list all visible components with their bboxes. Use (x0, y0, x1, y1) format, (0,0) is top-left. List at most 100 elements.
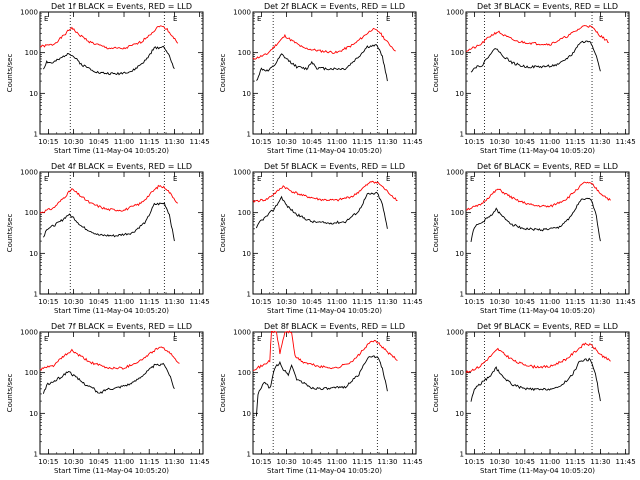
plot-frame (39, 11, 204, 135)
x-tick-label: 10:30 (64, 138, 84, 146)
x-tick-label: 10:15 (38, 138, 58, 146)
x-tick-label: 11:45 (616, 298, 636, 306)
x-tick-label: 11:45 (190, 458, 210, 466)
x-tick-label: 10:45 (302, 138, 322, 146)
y-tick-label: 100 (238, 209, 251, 217)
y-tick-label: 1000 (446, 169, 464, 177)
y-tick-label: 1 (34, 291, 38, 299)
x-tick-label: 10:45 (302, 458, 322, 466)
x-tick-label: 11:15 (565, 138, 585, 146)
x-tick-label: 11:45 (403, 298, 423, 306)
detector-panel: Det 8f BLACK = Events, RED = LLD 1 10 100 10… (219, 322, 423, 475)
event-marker: E (173, 175, 177, 183)
y-tick-label: 1000 (446, 9, 464, 17)
x-tick-label: 11:30 (164, 458, 184, 466)
y-tick-label: 1000 (233, 169, 251, 177)
x-tick-label: 11:15 (565, 298, 585, 306)
event-marker: E (386, 15, 390, 23)
y-tick-label: 1000 (233, 329, 251, 337)
x-tick-label: 11:30 (590, 458, 610, 466)
x-tick-label: 10:15 (38, 298, 58, 306)
x-tick-label: 11:15 (352, 138, 372, 146)
x-tick-label: 10:30 (277, 138, 297, 146)
y-axis-label: Counts/sec (219, 214, 227, 253)
chart-title: Det 6f BLACK = Events, RED = LLD (477, 162, 618, 171)
event-marker: E (386, 175, 390, 183)
x-axis-label: Start Time (11-May-04 10:05:20) (480, 307, 595, 315)
y-tick-label: 1000 (233, 9, 251, 17)
x-tick-label: 11:15 (565, 458, 585, 466)
y-tick-label: 10 (455, 250, 464, 258)
y-tick-label: 1 (247, 131, 251, 139)
y-tick-label: 10 (242, 250, 251, 258)
y-tick-label: 1 (247, 291, 251, 299)
chart-title: Det 7f BLACK = Events, RED = LLD (51, 322, 192, 331)
event-marker: E (257, 175, 261, 183)
x-tick-label: 11:30 (590, 138, 610, 146)
y-tick-label: 100 (25, 209, 38, 217)
events-series-line (255, 191, 388, 229)
event-marker: E (257, 335, 261, 343)
event-marker: E (599, 15, 603, 23)
event-marker: E (599, 335, 603, 343)
y-tick-label: 1 (460, 131, 464, 139)
x-tick-label: 11:45 (403, 458, 423, 466)
x-tick-label: 10:15 (464, 138, 484, 146)
y-tick-label: 1 (34, 131, 38, 139)
x-tick-label: 11:00 (540, 298, 560, 306)
y-tick-label: 100 (451, 369, 464, 377)
y-tick-label: 1 (460, 291, 464, 299)
plot-frame (252, 171, 417, 295)
events-series-line (470, 40, 601, 73)
x-tick-label: 11:30 (164, 298, 184, 306)
lld-series-line (252, 330, 398, 371)
lld-series-line (39, 346, 180, 371)
x-tick-label: 10:15 (464, 298, 484, 306)
events-series-line (470, 357, 601, 402)
event-marker: E (257, 15, 261, 23)
x-tick-label: 11:30 (377, 298, 397, 306)
x-axis-label: Start Time (11-May-04 10:05:20) (480, 147, 595, 155)
y-tick-label: 100 (451, 49, 464, 57)
detector-panel: Det 7f BLACK = Events, RED = LLD 1 10 100 10… (6, 322, 210, 475)
x-tick-label: 11:30 (377, 458, 397, 466)
y-axis-label: Counts/sec (432, 374, 440, 413)
x-tick-label: 10:45 (515, 138, 535, 146)
detector-panel: Det 3f BLACK = Events, RED = LLD 1 10 100 10… (432, 2, 636, 155)
x-tick-label: 11:45 (190, 298, 210, 306)
y-tick-label: 1000 (20, 169, 38, 177)
x-tick-label: 10:45 (302, 298, 322, 306)
lld-series-line (252, 27, 396, 60)
x-tick-label: 11:00 (327, 458, 347, 466)
lld-series-line (252, 180, 398, 203)
plot-frame (465, 11, 630, 135)
x-tick-label: 10:30 (64, 458, 84, 466)
x-axis-label: Start Time (11-May-04 10:05:20) (267, 467, 382, 475)
detector-panel: Det 2f BLACK = Events, RED = LLD 1 10 100 10… (219, 2, 423, 155)
events-series-line (43, 202, 175, 242)
y-tick-label: 1000 (20, 329, 38, 337)
y-tick-label: 1 (34, 451, 38, 459)
events-series-line (470, 197, 601, 242)
x-axis-label: Start Time (11-May-04 10:05:20) (480, 467, 595, 475)
x-tick-label: 11:30 (377, 138, 397, 146)
event-marker: E (599, 175, 603, 183)
chart-title: Det 2f BLACK = Events, RED = LLD (264, 2, 405, 11)
lld-series-line (39, 25, 179, 50)
y-axis-label: Counts/sec (6, 54, 14, 93)
x-axis-label: Start Time (11-May-04 10:05:20) (54, 307, 169, 315)
x-tick-label: 10:45 (89, 458, 109, 466)
x-tick-label: 10:30 (277, 298, 297, 306)
detector-panel: Det 9f BLACK = Events, RED = LLD 1 10 100 10… (432, 322, 636, 475)
event-marker: E (44, 175, 48, 183)
detector-panel: Det 4f BLACK = Events, RED = LLD 1 10 100 10… (6, 162, 210, 315)
y-axis-label: Counts/sec (6, 214, 14, 253)
x-tick-label: 10:15 (38, 458, 58, 466)
y-tick-label: 1000 (20, 9, 38, 17)
x-tick-label: 11:00 (114, 458, 134, 466)
event-marker: E (44, 15, 48, 23)
x-tick-label: 10:15 (251, 298, 271, 306)
x-axis-label: Start Time (11-May-04 10:05:20) (54, 467, 169, 475)
x-tick-label: 10:15 (251, 138, 271, 146)
x-tick-label: 10:15 (464, 458, 484, 466)
